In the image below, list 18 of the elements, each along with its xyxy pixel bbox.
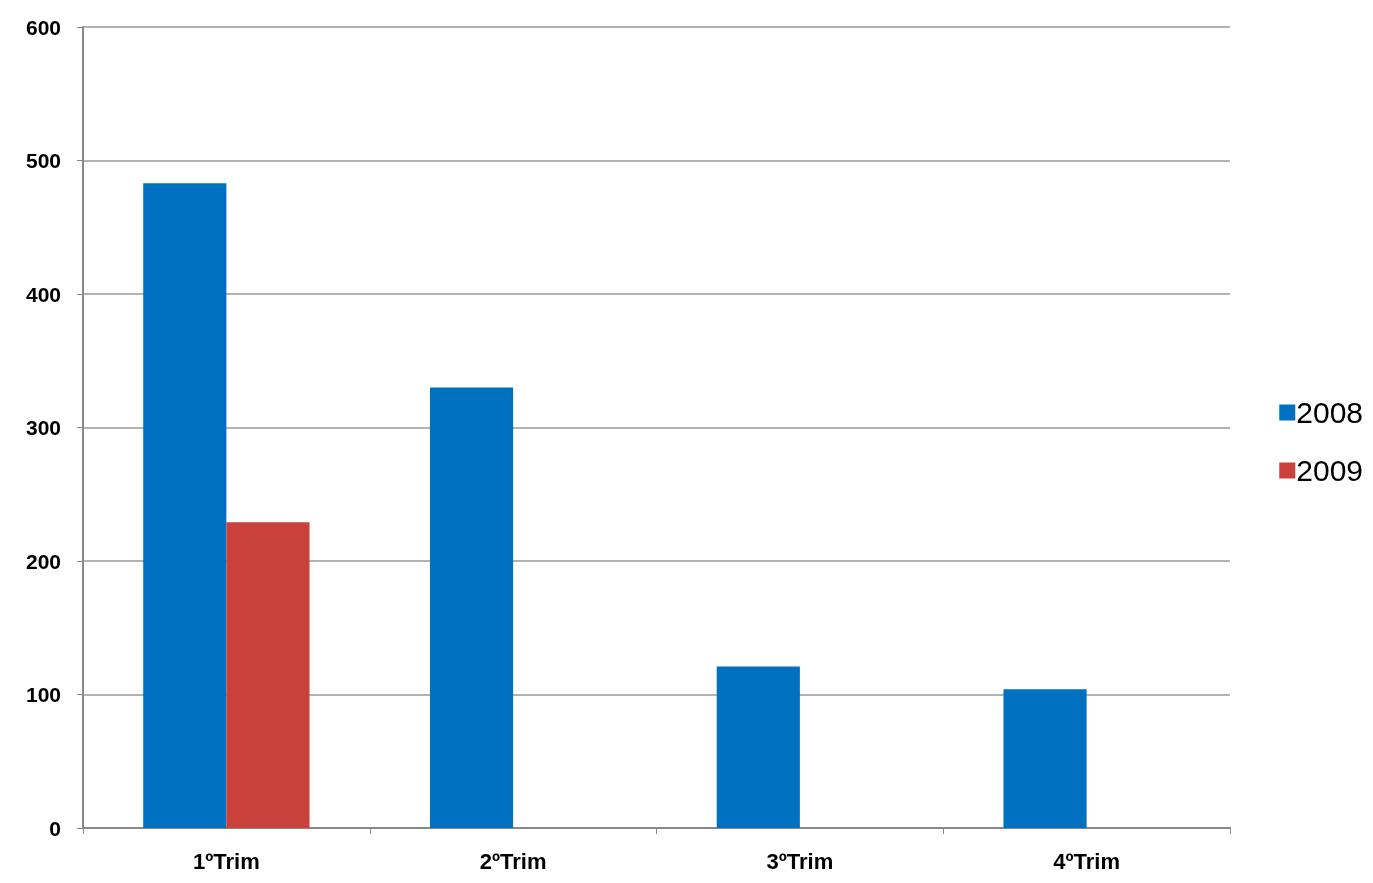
y-tick-label: 100 bbox=[25, 683, 61, 706]
y-tick-label: 200 bbox=[25, 549, 61, 573]
x-tick-label: 1ºTrim bbox=[193, 848, 260, 874]
x-tick-label: 4ºTrim bbox=[1053, 848, 1120, 874]
x-tick-label: 2ºTrim bbox=[479, 848, 547, 874]
bar bbox=[226, 522, 310, 828]
y-tick-label: 500 bbox=[25, 149, 61, 172]
bar bbox=[716, 666, 800, 828]
y-tick-label: 600 bbox=[25, 15, 61, 39]
x-tick-label: 3ºTrim bbox=[766, 848, 834, 874]
bar bbox=[1003, 689, 1087, 828]
legend-label: 2009 bbox=[1296, 454, 1364, 487]
bar bbox=[429, 387, 514, 828]
y-tick-label: 400 bbox=[25, 282, 61, 306]
legend-label: 2008 bbox=[1296, 396, 1364, 429]
y-tick-label: 300 bbox=[25, 416, 61, 439]
bar bbox=[143, 183, 227, 828]
y-tick-label: 0 bbox=[49, 816, 61, 840]
